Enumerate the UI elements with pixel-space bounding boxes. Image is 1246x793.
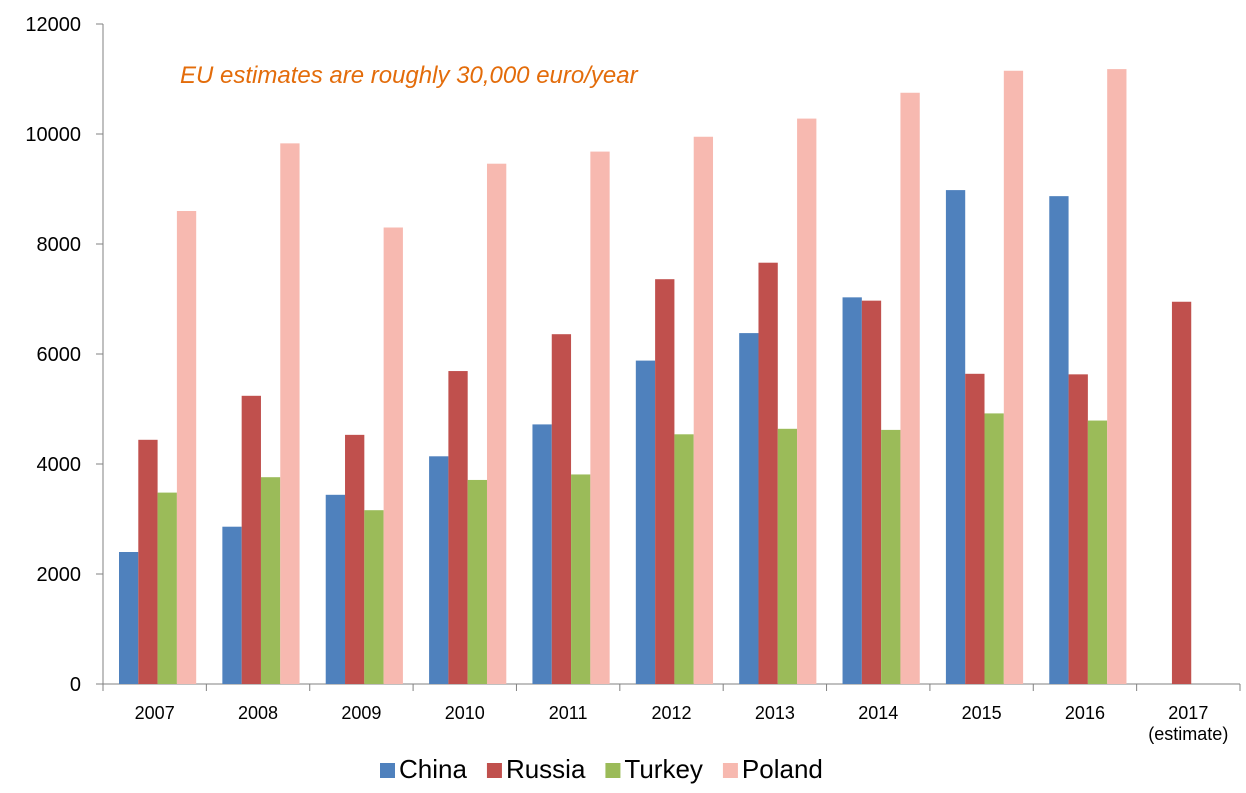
bar-russia-2010 xyxy=(448,371,468,684)
bar-poland-2010 xyxy=(486,163,507,684)
bars-group xyxy=(119,69,1192,685)
chart-annotation: EU estimates are roughly 30,000 euro/yea… xyxy=(180,62,639,89)
bar-russia-2014 xyxy=(861,300,882,684)
y-tick-label: 10000 xyxy=(25,124,81,146)
bar-turkey-2014 xyxy=(881,429,901,684)
x-tick-label: 2007 xyxy=(135,703,175,723)
bar-poland-2012 xyxy=(693,136,714,684)
x-tick-label: 2015 xyxy=(962,703,1002,723)
bar-russia-2012 xyxy=(655,279,675,684)
y-tick-label: 4000 xyxy=(37,454,82,476)
bar-poland-2016 xyxy=(1107,69,1127,685)
bar-poland-2011 xyxy=(590,151,610,685)
legend-swatch-russia xyxy=(486,763,502,778)
bar-china-2012 xyxy=(635,360,656,684)
x-tick-label: 2010 xyxy=(445,703,485,723)
x-tick-label: 2014 xyxy=(858,703,898,723)
legend-label-turkey: Turkey xyxy=(624,754,703,784)
y-tick-label: 2000 xyxy=(37,564,82,586)
bar-russia-2011 xyxy=(551,334,572,684)
y-axis: 0 2000 4000 6000 8000 10000 12000 xyxy=(25,14,104,696)
bar-turkey-2011 xyxy=(571,474,591,684)
bar-china-2016 xyxy=(1049,196,1069,684)
y-tick-label: 12000 xyxy=(25,14,81,36)
legend-swatch-turkey xyxy=(605,763,621,778)
bar-turkey-2015 xyxy=(984,413,1004,684)
bar-russia-2013 xyxy=(758,262,778,684)
bar-china-2014 xyxy=(842,297,862,684)
x-tick-label: 2016 xyxy=(1065,703,1105,723)
bar-russia-2008 xyxy=(241,395,261,684)
bar-turkey-2007 xyxy=(157,492,177,684)
legend-label-china: China xyxy=(399,754,467,784)
bar-turkey-2008 xyxy=(260,477,281,684)
x-axis: 2007 2008 2009 2010 2011 2012 2013 2014 2015 2016… xyxy=(102,683,1241,744)
x-tick-label: 2011 xyxy=(549,703,588,723)
bar-russia-2015 xyxy=(965,373,985,684)
bar-turkey-2012 xyxy=(674,434,694,684)
bar-poland-2015 xyxy=(1003,70,1024,684)
x-tick-label: (estimate) xyxy=(1148,724,1228,744)
x-tick-label: 2013 xyxy=(755,703,795,723)
bar-china-2009 xyxy=(325,494,346,684)
bar-turkey-2016 xyxy=(1087,420,1108,684)
bar-poland-2008 xyxy=(280,143,300,685)
bar-poland-2009 xyxy=(383,227,403,684)
bar-china-2007 xyxy=(119,552,139,684)
x-tick-label: 2008 xyxy=(238,703,278,723)
x-tick-label: 2012 xyxy=(651,703,691,723)
bar-russia-2016 xyxy=(1068,374,1088,684)
legend: China Russia Turkey Poland xyxy=(380,754,823,784)
bar-china-2008 xyxy=(222,526,242,684)
bar-poland-2007 xyxy=(176,211,197,684)
bar-poland-2013 xyxy=(797,118,817,685)
bar-china-2013 xyxy=(739,333,759,684)
legend-swatch-poland xyxy=(722,763,738,778)
x-tick-label: 2009 xyxy=(341,703,381,723)
bar-russia-2007 xyxy=(138,439,158,684)
legend-label-poland: Poland xyxy=(742,754,823,784)
y-tick-label: 0 xyxy=(70,674,81,696)
bar-china-2015 xyxy=(945,190,966,684)
bar-turkey-2010 xyxy=(467,479,487,684)
y-tick-label: 8000 xyxy=(37,234,82,256)
bar-russia-2017 xyxy=(1171,301,1192,684)
y-tick-label: 6000 xyxy=(37,344,82,366)
legend-swatch-china xyxy=(380,763,395,778)
bar-china-2010 xyxy=(429,456,449,684)
bar-china-2011 xyxy=(532,424,552,684)
legend-label-russia: Russia xyxy=(506,754,586,784)
bar-poland-2014 xyxy=(900,92,920,684)
bar-turkey-2009 xyxy=(364,510,384,684)
bar-russia-2009 xyxy=(345,434,365,684)
bar-turkey-2013 xyxy=(777,428,798,684)
x-tick-label: 2017 xyxy=(1168,703,1208,723)
